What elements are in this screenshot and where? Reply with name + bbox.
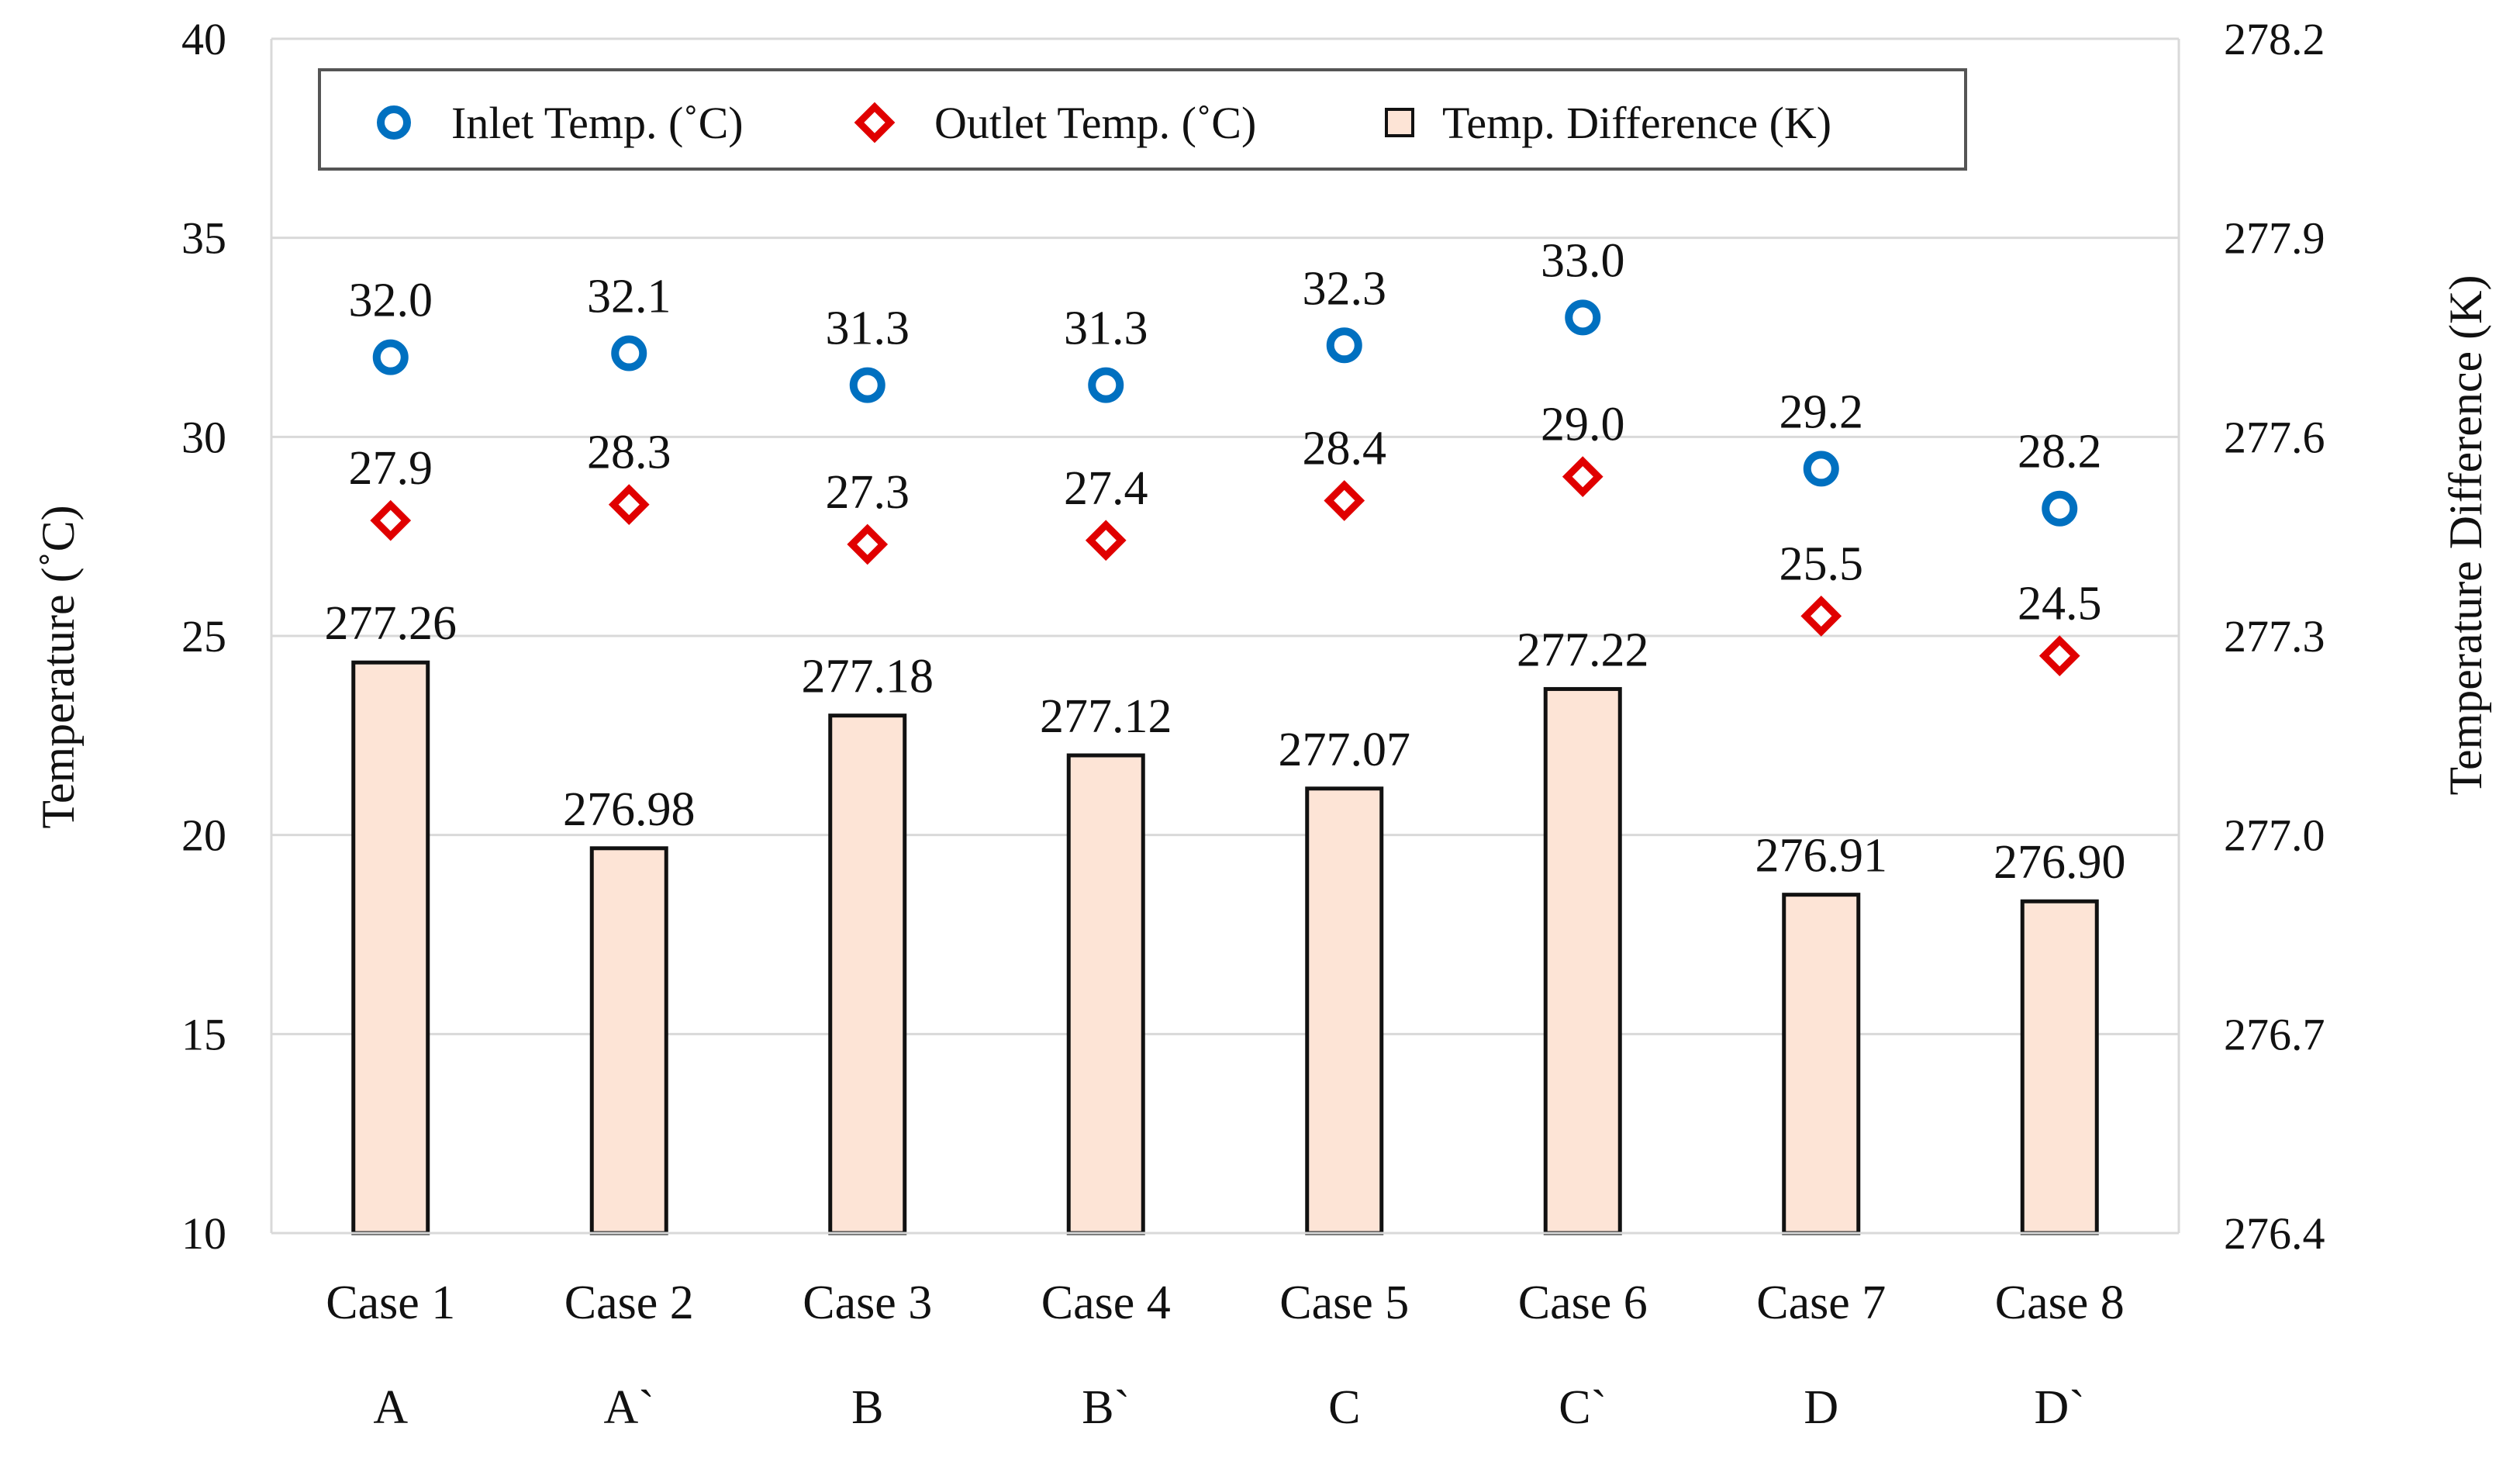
legend-outlet-label: Outlet Temp. (˚C) bbox=[934, 98, 1256, 148]
inlet-data-label: 31.3 bbox=[826, 302, 910, 355]
bar-data-label: 277.12 bbox=[1040, 690, 1172, 743]
x-group-label: B` bbox=[1082, 1381, 1130, 1434]
y-left-tick-label: 25 bbox=[181, 611, 226, 662]
outlet-data-label: 28.4 bbox=[1303, 422, 1387, 475]
inlet-data-label: 32.0 bbox=[349, 275, 433, 327]
legend: Inlet Temp. (˚C) Outlet Temp. (˚C) Temp.… bbox=[318, 68, 1967, 171]
bar-data-label: 277.07 bbox=[1279, 724, 1411, 776]
y-right-tick-label: 277.3 bbox=[2224, 611, 2325, 662]
outlet-data-label: 27.3 bbox=[826, 466, 910, 519]
x-group-label: C bbox=[1328, 1381, 1360, 1434]
legend-inlet-label: Inlet Temp. (˚C) bbox=[451, 98, 744, 148]
markers bbox=[370, 299, 2080, 677]
outlet-data-label: 27.4 bbox=[1064, 462, 1148, 515]
y-right-tick-label: 276.4 bbox=[2224, 1208, 2325, 1259]
x-group-label: A` bbox=[604, 1381, 654, 1434]
y-right-tick-label: 277.6 bbox=[2224, 412, 2325, 462]
y-left-tick-label: 40 bbox=[181, 14, 226, 64]
bar-data-label: 277.22 bbox=[1517, 624, 1649, 676]
x-category-label: Case 3 bbox=[803, 1277, 932, 1329]
y-right-tick-label: 276.7 bbox=[2224, 1009, 2325, 1059]
legend-box bbox=[318, 68, 1967, 171]
bar-temp-difference bbox=[1066, 753, 1145, 1235]
inlet-data-label: 32.3 bbox=[1303, 262, 1387, 315]
inlet-temp-marker bbox=[2042, 490, 2078, 527]
legend-diff-swatch bbox=[1385, 108, 1414, 137]
x-category-label: Case 4 bbox=[1041, 1277, 1171, 1329]
x-group-label: D` bbox=[2035, 1381, 2085, 1434]
x-category-label: Case 5 bbox=[1279, 1277, 1409, 1329]
y-left-tick-label: 30 bbox=[181, 412, 226, 462]
bar-data-label: 277.26 bbox=[325, 597, 457, 650]
inlet-data-label: 31.3 bbox=[1064, 302, 1148, 355]
outlet-temp-marker bbox=[1324, 480, 1365, 521]
bar-temp-difference bbox=[1305, 786, 1384, 1235]
x-category-label: Case 2 bbox=[564, 1277, 694, 1329]
data-labels: 277.26 276.98 277.18 277.12 277.07 277.22 276.… bbox=[325, 234, 2126, 889]
bar-temp-difference bbox=[1543, 686, 1622, 1235]
x-group-label: D bbox=[1804, 1381, 1838, 1434]
inlet-data-label: 29.2 bbox=[1780, 385, 1864, 438]
x-group-label: A bbox=[373, 1381, 408, 1434]
legend-inlet-marker bbox=[377, 105, 411, 140]
inlet-data-label: 32.1 bbox=[587, 271, 671, 323]
legend-outlet-marker bbox=[854, 102, 896, 143]
gridlines bbox=[271, 37, 2179, 1035]
y-left-tick-label: 35 bbox=[181, 213, 226, 264]
y-right-tick-label: 277.0 bbox=[2224, 810, 2325, 861]
bar-temp-difference bbox=[828, 713, 907, 1235]
outlet-temp-marker bbox=[1562, 456, 1603, 498]
y-axis-left-title: Temperature (˚C) bbox=[33, 505, 84, 828]
outlet-temp-marker bbox=[2038, 635, 2080, 677]
outlet-temp-marker bbox=[608, 484, 650, 525]
y-left-tick-label: 10 bbox=[181, 1208, 226, 1259]
x-category-label: Case 8 bbox=[1995, 1277, 2125, 1329]
outlet-data-label: 25.5 bbox=[1780, 537, 1864, 590]
outlet-data-label: 24.5 bbox=[2018, 578, 2102, 631]
y-axis-right-title: Temperature Difference (K) bbox=[2440, 275, 2491, 796]
bars bbox=[351, 660, 2099, 1235]
inlet-temp-marker bbox=[372, 339, 409, 375]
bar-data-label: 277.18 bbox=[802, 651, 934, 703]
x-group-label: C` bbox=[1559, 1381, 1607, 1434]
x-category-label: Case 6 bbox=[1518, 1277, 1648, 1329]
x-category-label: Case 7 bbox=[1756, 1277, 1886, 1329]
inlet-temp-marker bbox=[1088, 367, 1124, 403]
outlet-data-label: 29.0 bbox=[1541, 399, 1625, 451]
outlet-temp-marker bbox=[847, 523, 889, 565]
bar-data-label: 276.90 bbox=[1994, 836, 2126, 889]
y-left-tick-label: 20 bbox=[181, 810, 226, 861]
y-right-tick-label: 277.9 bbox=[2224, 213, 2325, 264]
outlet-temp-marker bbox=[370, 499, 412, 541]
y-left-tick-label: 15 bbox=[181, 1009, 226, 1059]
inlet-data-label: 28.2 bbox=[2018, 426, 2102, 479]
bar-temp-difference bbox=[589, 846, 668, 1235]
inlet-temp-marker bbox=[1565, 299, 1601, 336]
inlet-temp-marker bbox=[1326, 327, 1362, 364]
bar-data-label: 276.91 bbox=[1755, 830, 1888, 883]
bar-data-label: 276.98 bbox=[563, 783, 696, 836]
inlet-temp-marker bbox=[1803, 451, 1839, 487]
bar-temp-difference bbox=[2020, 899, 2099, 1235]
bar-temp-difference bbox=[1782, 893, 1861, 1235]
outlet-temp-marker bbox=[1085, 520, 1127, 561]
legend-diff-label: Temp. Difference (K) bbox=[1442, 98, 1831, 148]
outlet-data-label: 27.9 bbox=[349, 442, 433, 495]
inlet-temp-marker bbox=[849, 367, 885, 403]
inlet-temp-marker bbox=[611, 335, 647, 371]
y-right-tick-label: 278.2 bbox=[2224, 14, 2325, 64]
x-group-label: B bbox=[851, 1381, 883, 1434]
bar-temp-difference bbox=[351, 660, 430, 1235]
outlet-data-label: 28.3 bbox=[587, 427, 671, 479]
axes: 10 15 20 25 30 35 40 276.4 276.7 277.0 277.3 277.6 2… bbox=[181, 14, 2325, 1434]
outlet-temp-marker bbox=[1800, 595, 1842, 637]
x-category-label: Case 1 bbox=[326, 1277, 455, 1329]
inlet-data-label: 33.0 bbox=[1541, 234, 1625, 287]
